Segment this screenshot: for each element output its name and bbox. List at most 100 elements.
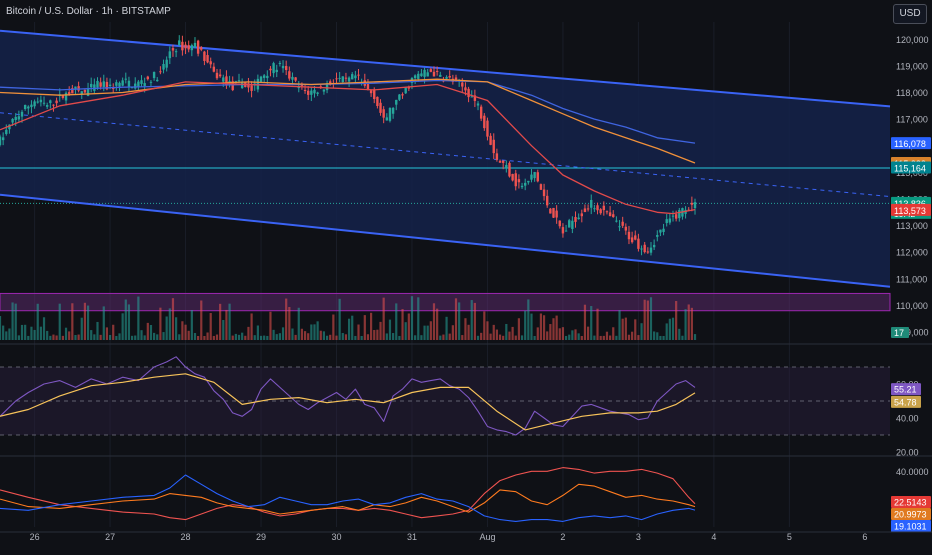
candle-body [382,109,385,118]
volume-bar [33,329,36,340]
candle-body [143,83,146,86]
volume-bar [115,335,118,340]
volume-bar [17,335,20,340]
candle-body [599,209,602,214]
volume-bar [263,335,266,340]
volume-bar [181,321,184,340]
currency-button[interactable]: USD [893,4,927,24]
candle-body [316,92,319,94]
volume-bar [527,299,530,340]
candle-body [222,77,225,82]
volume-bar [602,335,605,340]
volume-bar [319,330,322,340]
volume-bar [137,296,140,340]
volume-bar [675,301,678,340]
candle-body [668,218,672,223]
rsi-tick-label: 40.00 [896,414,919,424]
volume-bar [39,326,42,340]
candle-body [322,89,326,92]
candle-body [284,66,288,71]
x-tick-label: 5 [787,532,792,542]
candle-body [568,220,571,228]
candle-body [115,82,118,86]
volume-bar [568,334,571,340]
volume-bar [247,326,250,340]
volume-bar [175,317,178,340]
volume-bar [354,335,357,340]
volume-bar [162,332,165,340]
dmi-minus-line [0,467,696,521]
candle-body [325,83,329,91]
volume-bar [58,303,61,340]
volume-bar [272,329,275,340]
candle-body [420,73,423,77]
volume-bar [46,330,49,340]
candle-body [498,160,502,163]
volume-bar [344,334,348,340]
x-tick-label: 30 [331,532,341,542]
candle-body [649,247,653,253]
candle-body [495,153,499,160]
volume-bar [102,306,105,340]
candle-body [354,75,357,79]
candle-body [187,45,190,50]
volume-bar [555,315,558,340]
volume-bar [244,335,247,340]
channel-lower-line [0,193,891,288]
candle-body [134,83,137,89]
candle-body [335,78,338,80]
volume-bar [662,335,665,340]
volume-bar [470,300,473,340]
volume-bar [322,331,326,340]
candle-body [429,69,433,72]
chart-title: Bitcoin / U.S. Dollar · 1h · BITSTAMP [6,6,171,17]
candle-body [228,81,231,83]
volume-bar [542,315,546,340]
candle-body [71,88,74,94]
candle-body [413,75,417,79]
candle-body [391,107,395,114]
volume-bar [580,335,583,340]
candle-body [347,77,351,82]
volume-bar [187,330,190,340]
volume-bar [256,325,259,340]
volume-bar [215,334,219,340]
volume-bar [552,318,555,340]
candle-body [52,104,55,106]
candle-body [602,205,606,211]
candle-body [369,90,373,94]
candle-body [121,80,124,86]
volume-bar [439,335,442,340]
candle-body [184,44,187,49]
candle-body [215,72,219,79]
volume-bar [505,323,508,340]
candle-body [508,162,511,177]
candle-body [561,227,565,234]
candle-body [275,69,278,73]
volume-bar [451,325,454,340]
volume-bar [357,324,360,340]
candle-body [193,42,197,48]
volume-bar [495,329,498,340]
volume-bar [480,332,483,340]
volume-bar [379,321,382,340]
volume-bar [373,329,376,340]
volume-bar [590,306,593,340]
volume-bar [429,321,432,340]
volume-bar [143,335,146,340]
volume-bar [609,335,612,340]
volume-bar [596,308,599,340]
price-label-box [891,203,931,216]
volume-bar [297,307,300,340]
candle-body [395,99,398,105]
candle-body [492,139,495,154]
price-tick-label: 109,000 [896,328,929,338]
candle-body [693,202,697,209]
candle-body [646,251,650,253]
volume-bar [577,333,580,340]
candle-body [49,100,52,104]
candle-body [99,82,102,87]
candle-body [11,118,14,123]
